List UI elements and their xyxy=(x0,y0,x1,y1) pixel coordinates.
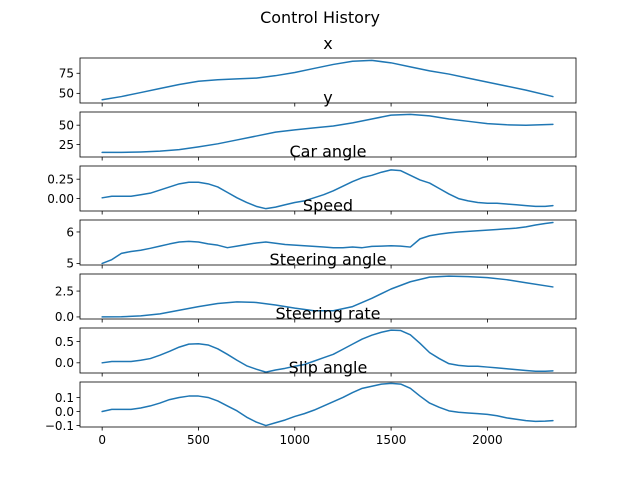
subplot-title: x xyxy=(323,34,332,53)
series-line xyxy=(101,169,554,210)
y-tick-label: 0.0 xyxy=(55,356,74,370)
axes-frame xyxy=(79,381,577,428)
axes-frame xyxy=(79,273,577,320)
axes-frame xyxy=(79,219,577,266)
x-tick-label: 500 xyxy=(187,433,210,447)
subplot-5: 0.0 2.5 Steering angle xyxy=(55,250,577,324)
y-tick-label: 50 xyxy=(59,87,74,101)
axes-frame xyxy=(79,111,577,158)
subplot-2: 25 50 y xyxy=(59,88,577,161)
axes-frame xyxy=(79,327,577,374)
x-tick-label: 1000 xyxy=(279,433,310,447)
series-line xyxy=(101,221,554,265)
y-tick-label: 50 xyxy=(59,118,74,132)
x-tick-label: 0 xyxy=(98,433,106,447)
subplot-title: Steering rate xyxy=(275,304,380,323)
series-line xyxy=(101,113,554,154)
y-tick-label: −0.1 xyxy=(45,419,74,433)
y-tick-label: 0.1 xyxy=(55,391,74,405)
y-tick-label: 0.00 xyxy=(47,192,74,206)
y-tick-label: 25 xyxy=(59,138,74,152)
axes-frame xyxy=(79,57,577,104)
y-tick-label: 75 xyxy=(59,67,74,81)
series-line xyxy=(101,382,554,427)
subplot-title: Steering angle xyxy=(270,250,387,269)
series-line xyxy=(101,329,554,373)
axes-frame xyxy=(79,165,577,212)
y-tick-label: 0.25 xyxy=(47,172,74,186)
y-tick-label: 5 xyxy=(66,257,74,271)
x-tick-label: 2000 xyxy=(472,433,503,447)
subplot-title: Car angle xyxy=(289,142,366,161)
y-tick-label: 2.5 xyxy=(55,284,74,298)
y-tick-label: 0.0 xyxy=(55,405,74,419)
subplot-3: 0.00 0.25 Car angle xyxy=(47,142,577,215)
y-tick-label: 6 xyxy=(66,225,74,239)
subplot-title: Slip angle xyxy=(289,358,368,377)
y-tick-label: 0.5 xyxy=(55,335,74,349)
subplot-4: 5 6 Speed xyxy=(66,196,577,271)
subplot-6: 0.0 0.5 Steering rate xyxy=(55,304,577,377)
subplot-title: Speed xyxy=(303,196,353,215)
figure-title: Control History xyxy=(260,8,380,27)
series-line xyxy=(101,59,554,101)
x-tick-label: 1500 xyxy=(376,433,407,447)
series-line xyxy=(101,275,554,318)
subplot-1: 50 75 x xyxy=(59,34,577,107)
subplot-title: y xyxy=(323,88,332,107)
y-tick-label: 0.0 xyxy=(55,310,74,324)
